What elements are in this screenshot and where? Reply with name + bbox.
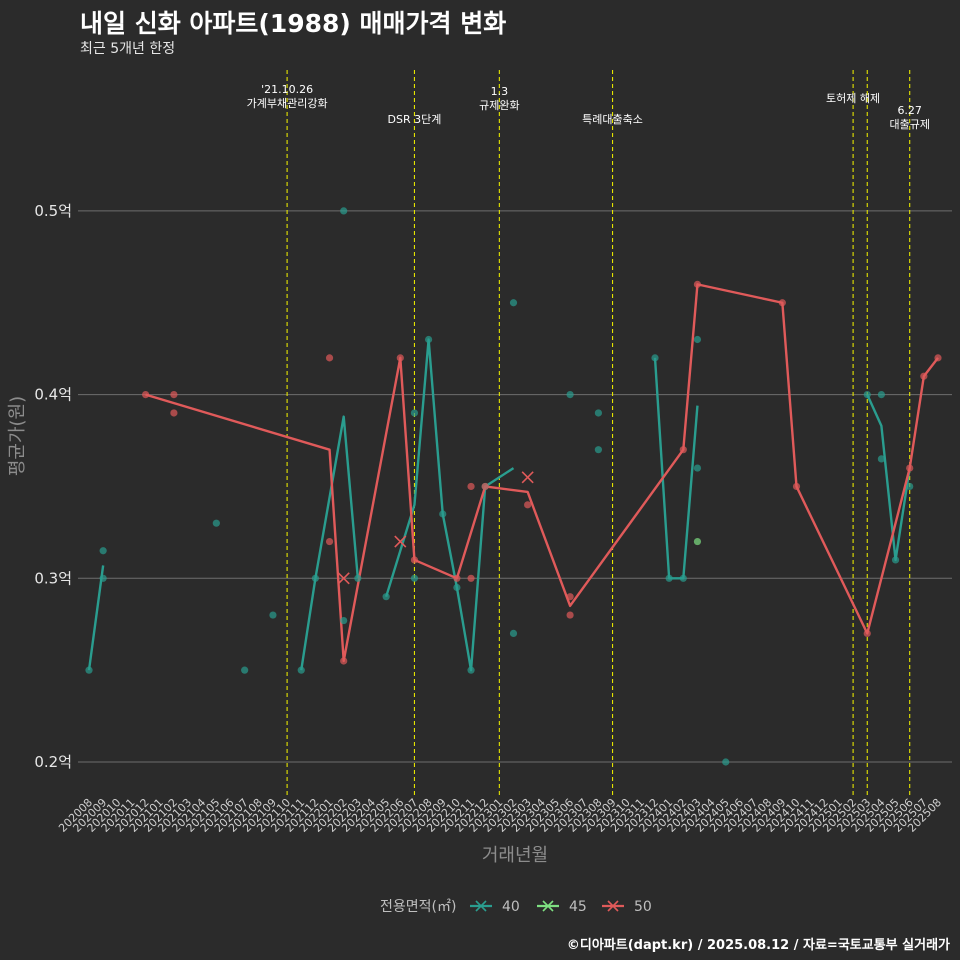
event-label: 1.3 규제완화 (479, 85, 519, 112)
series-40-point (340, 207, 348, 215)
series-40-point (453, 583, 461, 592)
series-40-point (906, 482, 914, 491)
series-50-point (170, 409, 178, 417)
series-40-point (340, 616, 348, 625)
event-label: '21.10.26 가계부채관리강화 (247, 83, 328, 110)
series-50-line (145, 283, 939, 663)
series-40-point (877, 391, 886, 399)
series-40-point (85, 666, 93, 674)
series-50-point (566, 593, 574, 601)
legend-label: 45 (569, 899, 587, 915)
series-40-point (594, 409, 603, 417)
series-40-point (665, 574, 673, 582)
series-50-point (792, 482, 801, 491)
series-50-point (467, 574, 475, 582)
series-50-point (170, 391, 178, 399)
grid-lines (78, 210, 952, 763)
series-40-line (385, 338, 515, 672)
series-40-point (354, 574, 362, 582)
series-50-point (778, 299, 786, 307)
series-50-point (481, 482, 489, 491)
series-50-point (453, 574, 461, 582)
series-40-point (439, 510, 447, 518)
legend-label: 50 (634, 899, 652, 915)
series-40-point (693, 464, 702, 472)
series-40-point (425, 335, 433, 344)
series-40-point (679, 574, 687, 582)
caption: ©디아파트(dapt.kr) / 2025.08.12 / 자료=국토교통부 실… (566, 938, 950, 953)
series-40-point (410, 574, 419, 582)
y-axis-title: 평균가(원) (7, 396, 28, 476)
series-50-point (679, 446, 687, 454)
series-50-point (396, 354, 404, 362)
series-40-point (722, 758, 730, 766)
event-label: 토허제 해제 (826, 91, 880, 105)
series-points (85, 207, 942, 766)
series-40-point (891, 556, 900, 564)
legend-item-40: 40 (470, 899, 520, 915)
series-40-point (693, 335, 702, 344)
series-50-point (325, 354, 334, 362)
legend: 전용면적(㎡) 40 45 50 (380, 899, 652, 915)
legend-item-45: 45 (537, 899, 587, 915)
x-axis-ticks: 2020082020092020102020112020122021012021… (56, 796, 944, 835)
series-50-point (566, 611, 574, 619)
series-50-cross-marker (337, 572, 350, 585)
series-50-point (934, 354, 942, 362)
event-lines (286, 70, 911, 795)
series-40-point (297, 666, 305, 674)
series-50-point (467, 482, 475, 491)
series-40-point (566, 391, 574, 399)
y-axis-ticks: 0.2억 0.3억 0.4억 0.5억 (34, 202, 72, 771)
legend-title: 전용면적(㎡) (380, 899, 456, 915)
y-tick-label: 0.4억 (34, 386, 72, 404)
y-tick-label: 0.3억 (34, 569, 72, 587)
series-40-point (410, 409, 419, 417)
series-40-point (863, 391, 871, 399)
series-50-point (410, 556, 419, 564)
series-50-cross-marker (521, 471, 534, 484)
event-label: 특례대출축소 (582, 113, 643, 126)
series-50-point (863, 629, 871, 638)
y-tick-label: 0.5억 (34, 202, 72, 220)
series-50-point (524, 501, 532, 509)
series-40-point (594, 446, 603, 454)
series-40-point (651, 354, 659, 362)
series-40-line (300, 415, 360, 671)
chart-title: 내일 신화 아파트(1988) 매매가격 변화 (80, 9, 507, 38)
series-40-point (467, 666, 475, 674)
y-tick-label: 0.2억 (34, 753, 72, 771)
series-40-point (382, 593, 390, 601)
event-label: 6.27 대출규제 (889, 104, 929, 131)
chart-subtitle: 최근 5개년 한정 (80, 41, 176, 57)
legend-item-50: 50 (602, 899, 652, 915)
series-40-line (87, 565, 105, 671)
series-50-point (142, 391, 150, 399)
series-40-line (653, 357, 699, 580)
x-axis-title: 거래년월 (482, 845, 548, 866)
series-50-point (325, 537, 334, 546)
series-45-point (693, 537, 702, 546)
series-50-point (906, 464, 914, 472)
series-40-point (99, 574, 107, 582)
legend-label: 40 (502, 899, 520, 915)
series-40-point (269, 611, 277, 619)
series-50-point (340, 657, 348, 665)
series-40-point (311, 574, 319, 582)
series-50-cross-marker (394, 535, 407, 548)
series-50-point (693, 280, 702, 288)
series-lines (87, 283, 939, 672)
series-40-point (877, 455, 886, 463)
series-40-point (212, 519, 220, 527)
series-40-point (509, 299, 518, 307)
event-label: DSR 3단계 (388, 113, 442, 126)
series-50-point (920, 372, 928, 380)
series-40-point (241, 666, 249, 674)
series-40-point (509, 629, 518, 638)
series-40-point (99, 547, 107, 555)
series-40-line (866, 394, 911, 562)
